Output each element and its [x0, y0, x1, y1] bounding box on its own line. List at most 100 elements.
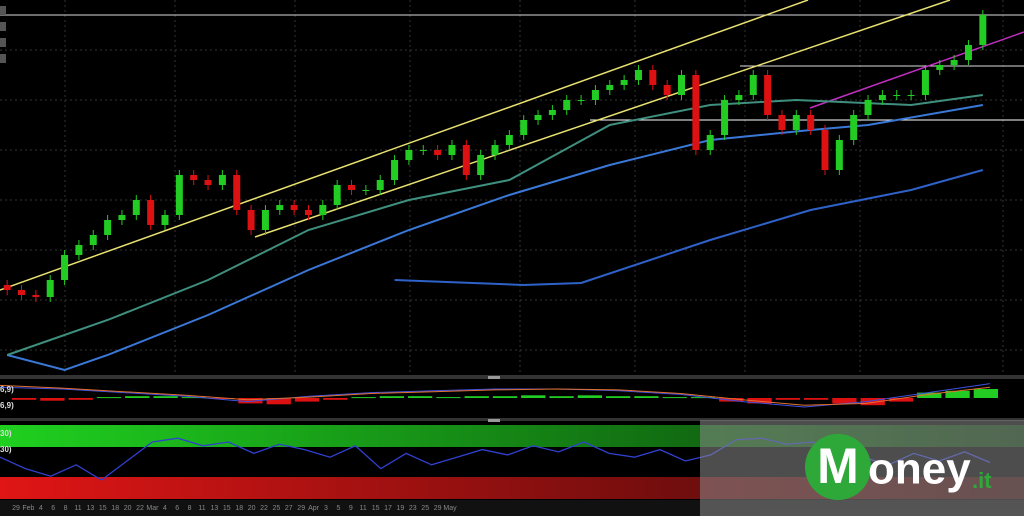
macd-bar	[153, 396, 178, 398]
x-tick-label: 18	[235, 505, 243, 512]
x-tick-label: 15	[372, 505, 380, 512]
grid	[0, 0, 1024, 375]
macd-bar	[492, 396, 518, 398]
pane-divider	[0, 375, 1024, 379]
macd-bar	[775, 398, 800, 400]
candle-body	[118, 215, 126, 220]
candle-body	[505, 135, 513, 145]
candle-body	[46, 280, 54, 297]
candle-body	[878, 95, 886, 100]
macd-line	[0, 384, 991, 406]
top-buttons[interactable]	[0, 6, 6, 63]
moving-average	[6, 94, 983, 356]
candle-body	[362, 190, 370, 191]
candle-body	[462, 145, 470, 175]
x-tick-label: 25	[421, 505, 429, 512]
candle-body	[721, 100, 729, 135]
macd-bar	[549, 396, 574, 398]
candle-body	[706, 135, 714, 150]
macd-bar	[945, 390, 970, 398]
candle-body	[778, 115, 786, 130]
button[interactable]	[0, 22, 6, 31]
macd-bar	[917, 392, 942, 398]
candle-body	[104, 220, 112, 235]
macd-bar	[266, 398, 291, 405]
candle-body	[864, 100, 872, 115]
candle-body	[749, 75, 757, 95]
x-tick-label: 15	[99, 505, 107, 512]
macd-bar	[436, 397, 461, 399]
x-tick-label: 18	[111, 505, 119, 512]
x-tick-label: 22	[260, 505, 268, 512]
candle-body	[233, 175, 241, 210]
macd-line	[0, 383, 991, 408]
x-tick-label: 3	[324, 505, 328, 512]
x-tick-label: 6	[175, 505, 179, 512]
button[interactable]	[0, 38, 6, 47]
candle-body	[32, 295, 40, 297]
candle-body	[61, 255, 69, 280]
logo-initial: M	[817, 438, 859, 494]
candle-body	[821, 130, 829, 170]
candle-body	[520, 120, 528, 135]
x-tick-label: 11	[360, 505, 367, 512]
x-tick-label: 23	[409, 505, 417, 512]
candle-body	[979, 15, 987, 45]
macd-bar	[96, 397, 122, 399]
macd-bar	[973, 389, 998, 398]
x-tick-label: 9	[349, 505, 353, 512]
candle-body	[649, 70, 657, 85]
candle-body	[376, 180, 384, 190]
x-tick-label: 6	[51, 505, 55, 512]
x-tick-label: 4	[163, 505, 167, 512]
x-tick-label: 15	[223, 505, 231, 512]
candle-body	[491, 145, 499, 155]
candle-body	[807, 115, 815, 130]
x-tick-label: 27	[285, 505, 293, 512]
macd-bar	[888, 398, 914, 402]
pane-handle[interactable]	[488, 419, 500, 422]
candle-body	[304, 210, 312, 215]
pane-label: 30)	[0, 429, 12, 438]
pane-label: 6,9)	[0, 401, 14, 410]
candle-body	[190, 175, 198, 180]
candle-body	[89, 235, 97, 245]
x-tick-label: 19	[397, 505, 405, 512]
pane-handle[interactable]	[488, 376, 500, 379]
candle-body	[419, 150, 427, 151]
candle-body	[204, 180, 212, 185]
candle-body	[75, 245, 83, 255]
pane-label: 6,9)	[0, 385, 14, 394]
candle-body	[893, 95, 901, 96]
candle-body	[132, 200, 140, 215]
macd-bar	[662, 397, 687, 399]
moving-average	[394, 169, 984, 287]
candle-body	[591, 90, 599, 100]
macd-bar	[521, 395, 546, 398]
x-tick-label: 13	[87, 505, 95, 512]
candle-body	[247, 210, 255, 230]
macd-bar	[577, 395, 602, 398]
macd-bar	[606, 396, 631, 398]
candle-body	[276, 205, 284, 210]
x-tick-label: 20	[124, 505, 132, 512]
x-tick-label: Apr	[308, 505, 320, 512]
button[interactable]	[0, 6, 6, 15]
candle-body	[964, 45, 972, 60]
macd-bar	[804, 398, 829, 400]
candle-body	[907, 95, 915, 96]
x-tick-label: 25	[273, 505, 281, 512]
macd-bar	[181, 397, 206, 399]
candle-body	[261, 210, 269, 230]
moving-average	[6, 104, 983, 372]
x-tick-label: 8	[64, 505, 68, 512]
candle-body	[319, 205, 327, 215]
candle-body	[218, 175, 226, 185]
macd-bar	[210, 398, 235, 399]
candle-body	[921, 70, 929, 95]
macd-bar	[747, 398, 772, 404]
candle-body	[792, 115, 800, 130]
candle-body	[735, 95, 743, 100]
button[interactable]	[0, 54, 6, 63]
candle-body	[175, 175, 183, 215]
